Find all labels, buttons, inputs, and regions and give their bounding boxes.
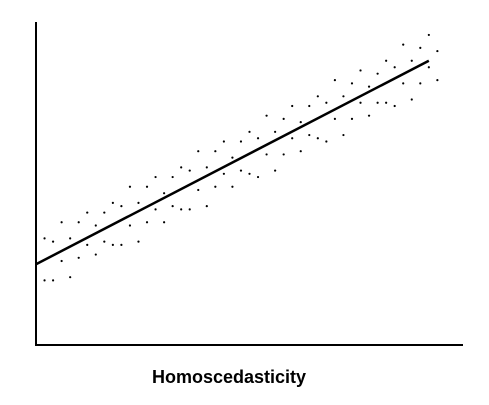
scatter-point: [367, 114, 371, 117]
scatter-point: [376, 72, 379, 75]
scatter-point: [180, 208, 183, 211]
scatter-point: [214, 185, 217, 188]
scatter-point: [43, 279, 46, 282]
scatter-point: [51, 279, 55, 282]
scatter-point: [402, 43, 405, 46]
scatter-point: [419, 46, 422, 49]
scatter-point: [188, 169, 191, 172]
scatter-point: [163, 221, 166, 224]
scatter-point: [239, 140, 243, 143]
scatter-point: [205, 166, 208, 169]
scatter-point: [197, 150, 200, 153]
scatter-point: [197, 188, 200, 192]
scatter-point: [256, 175, 260, 179]
scatter-point: [43, 237, 46, 240]
scatter-point: [128, 224, 132, 227]
scatter-point: [69, 276, 72, 279]
scatter-point: [145, 221, 149, 224]
scatter-point: [214, 150, 217, 153]
scatter-point: [308, 133, 311, 137]
scatter-point: [94, 224, 97, 227]
scatter-point: [402, 82, 405, 85]
scatter-point: [77, 221, 80, 224]
scatter-point: [137, 201, 140, 204]
scatter-point: [103, 211, 106, 214]
scatter-point: [316, 137, 319, 140]
scatter-point: [436, 79, 439, 82]
scatter-point: [274, 130, 277, 133]
scatter-point: [291, 137, 294, 140]
scatter-point: [239, 169, 243, 172]
scatter-point: [60, 259, 63, 263]
scatter-point: [410, 98, 413, 101]
scatter-point: [410, 59, 413, 62]
scatter-point: [385, 59, 388, 62]
scatter-point: [427, 33, 430, 37]
scatter-point: [359, 69, 362, 72]
scatter-point: [256, 137, 260, 140]
scatter-point: [436, 49, 439, 53]
scatter-point: [376, 101, 379, 104]
scatter-point: [333, 79, 336, 82]
scatter-point: [60, 221, 63, 224]
scatter-point: [111, 201, 114, 204]
scatter-point: [282, 117, 285, 120]
scatter-point: [299, 121, 302, 124]
scatter-point: [350, 82, 354, 85]
scatter-point: [120, 205, 123, 208]
scatter-point: [325, 101, 328, 104]
scatter-point: [265, 153, 268, 156]
scatter-point: [359, 101, 362, 104]
scatter-point: [291, 104, 294, 108]
scatter-point: [367, 85, 371, 88]
scatter-point: [111, 243, 114, 246]
scatter-point: [163, 192, 166, 195]
scatter-point: [137, 240, 140, 243]
scatter-point: [103, 240, 106, 243]
scatter-point: [180, 166, 183, 169]
scatter-point: [128, 185, 132, 188]
scatter-point: [427, 66, 430, 69]
scatter-point: [231, 156, 234, 159]
scatter-point: [248, 130, 251, 133]
scatter-point: [222, 172, 225, 175]
scatter-point: [393, 66, 396, 69]
scatter-point: [154, 175, 157, 179]
chart-title: Homoscedasticity: [152, 367, 306, 387]
scatter-point: [77, 256, 80, 259]
scatter-point: [231, 185, 234, 188]
scatter-point: [86, 211, 89, 214]
scatter-point: [393, 104, 396, 108]
scatter-point: [86, 243, 89, 246]
scatter-point: [299, 150, 302, 153]
scatter-point: [248, 172, 251, 175]
scatter-point: [94, 253, 97, 256]
scatter-point: [308, 104, 311, 108]
scatter-point: [171, 175, 174, 179]
scatter-point: [205, 205, 208, 208]
scatter-point: [419, 82, 422, 85]
scatter-point: [333, 117, 336, 120]
scatter-point: [154, 208, 157, 211]
scatter-point: [171, 205, 174, 208]
scatter-point: [282, 153, 285, 156]
scatter-point: [265, 114, 268, 117]
scatter-point: [222, 140, 225, 143]
scatter-point: [325, 140, 328, 143]
scatter-point: [342, 133, 345, 137]
scatter-point: [385, 101, 388, 104]
regression-line: [35, 59, 430, 266]
scatter-point: [120, 243, 123, 246]
scatter-point: [145, 185, 149, 188]
scatter-point: [316, 95, 319, 98]
scatter-point: [188, 208, 191, 211]
scatter-point: [350, 117, 354, 120]
scatter-point: [69, 237, 72, 240]
scatter-point: [342, 95, 345, 98]
scatter-point: [51, 240, 55, 243]
scatter-point: [274, 169, 277, 172]
